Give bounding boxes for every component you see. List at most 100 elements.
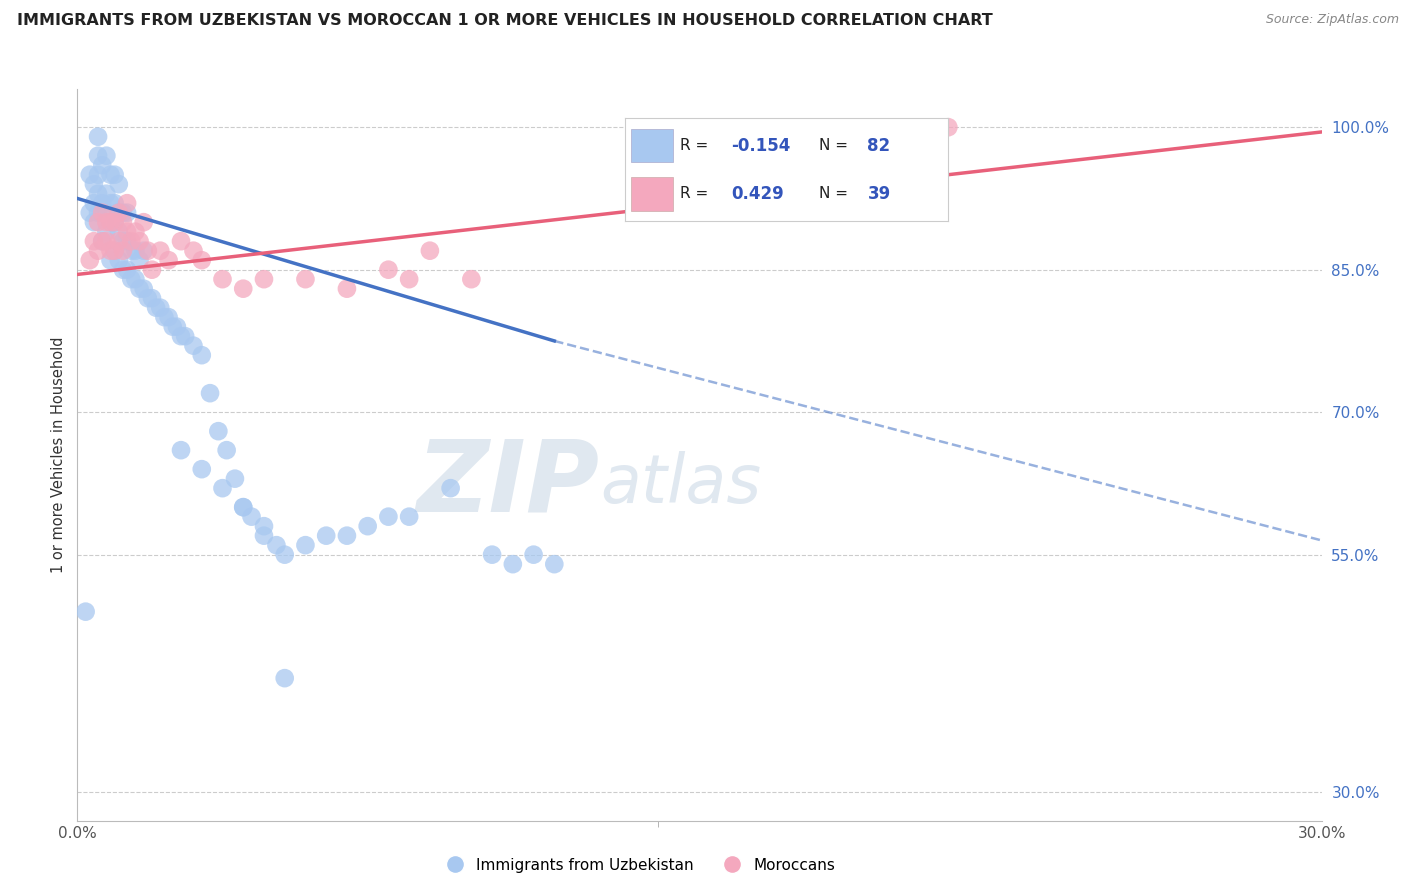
Text: 0.429: 0.429 xyxy=(731,185,785,202)
Point xyxy=(211,272,233,286)
Legend: Immigrants from Uzbekistan, Moroccans: Immigrants from Uzbekistan, Moroccans xyxy=(433,852,841,879)
Point xyxy=(132,244,155,258)
Point xyxy=(183,244,205,258)
Point xyxy=(91,196,114,211)
Point xyxy=(128,282,150,296)
Point xyxy=(104,215,127,229)
Point xyxy=(170,329,193,343)
Text: R =: R = xyxy=(681,138,713,153)
Point xyxy=(232,500,254,515)
Point xyxy=(96,234,118,248)
Point xyxy=(104,196,127,211)
Point xyxy=(162,319,184,334)
Point xyxy=(357,519,380,533)
Point xyxy=(398,509,420,524)
Point xyxy=(96,225,118,239)
Point xyxy=(87,215,110,229)
Point xyxy=(141,262,163,277)
Point xyxy=(207,424,229,438)
Point xyxy=(104,215,127,229)
Point xyxy=(174,329,197,343)
Point xyxy=(136,244,159,258)
Point xyxy=(100,196,122,211)
Point xyxy=(232,282,254,296)
Point xyxy=(336,282,359,296)
Point xyxy=(100,168,122,182)
Point xyxy=(211,481,233,495)
Point xyxy=(87,186,110,201)
Point xyxy=(132,215,155,229)
Point xyxy=(191,462,214,476)
Point xyxy=(75,605,97,619)
Point xyxy=(83,196,105,211)
Point xyxy=(157,253,180,268)
Text: N =: N = xyxy=(818,138,853,153)
Point xyxy=(96,149,118,163)
Point xyxy=(104,244,127,258)
Point xyxy=(91,234,114,248)
Point xyxy=(96,215,118,229)
Text: N =: N = xyxy=(818,186,853,202)
Point xyxy=(215,443,238,458)
Point xyxy=(460,272,482,286)
Point xyxy=(170,234,193,248)
Text: ZIP: ZIP xyxy=(418,435,600,533)
Point xyxy=(543,557,565,571)
Point xyxy=(157,310,180,325)
Point xyxy=(191,348,214,362)
Point xyxy=(111,244,134,258)
Point xyxy=(91,158,114,172)
Point xyxy=(79,205,101,219)
Point xyxy=(104,244,127,258)
Text: IMMIGRANTS FROM UZBEKISTAN VS MOROCCAN 1 OR MORE VEHICLES IN HOUSEHOLD CORRELATI: IMMIGRANTS FROM UZBEKISTAN VS MOROCCAN 1… xyxy=(17,13,993,29)
Point xyxy=(100,215,122,229)
Point xyxy=(141,291,163,305)
Point xyxy=(481,548,503,562)
Point xyxy=(502,557,524,571)
Point xyxy=(120,244,142,258)
Point xyxy=(120,234,142,248)
Point xyxy=(266,538,288,552)
Point xyxy=(115,196,138,211)
Point xyxy=(87,244,110,258)
Text: R =: R = xyxy=(681,186,713,202)
Point xyxy=(100,253,122,268)
Text: 82: 82 xyxy=(868,136,890,154)
Text: Source: ZipAtlas.com: Source: ZipAtlas.com xyxy=(1265,13,1399,27)
Point xyxy=(253,272,276,286)
Point xyxy=(83,177,105,191)
Point xyxy=(294,272,316,286)
Point xyxy=(83,215,105,229)
Point xyxy=(170,443,193,458)
Point xyxy=(149,301,172,315)
Point xyxy=(377,262,399,277)
Point xyxy=(111,215,134,229)
Point xyxy=(96,186,118,201)
Point xyxy=(419,244,441,258)
Point xyxy=(398,272,420,286)
Point xyxy=(111,262,134,277)
Point xyxy=(240,509,263,524)
Point xyxy=(100,215,122,229)
Point xyxy=(253,529,276,543)
Y-axis label: 1 or more Vehicles in Household: 1 or more Vehicles in Household xyxy=(51,336,66,574)
Point xyxy=(191,253,214,268)
Point xyxy=(153,310,176,325)
Point xyxy=(274,548,297,562)
Point xyxy=(224,472,246,486)
Point xyxy=(124,225,146,239)
Point xyxy=(91,205,114,219)
Point xyxy=(79,168,101,182)
Point xyxy=(145,301,167,315)
Point xyxy=(83,234,105,248)
Text: atlas: atlas xyxy=(600,451,761,517)
Point xyxy=(79,253,101,268)
Point xyxy=(440,481,463,495)
Point xyxy=(100,244,122,258)
Point xyxy=(294,538,316,552)
Text: 39: 39 xyxy=(868,185,891,202)
Point xyxy=(523,548,546,562)
Point xyxy=(128,253,150,268)
Point xyxy=(198,386,221,401)
Point xyxy=(87,129,110,144)
